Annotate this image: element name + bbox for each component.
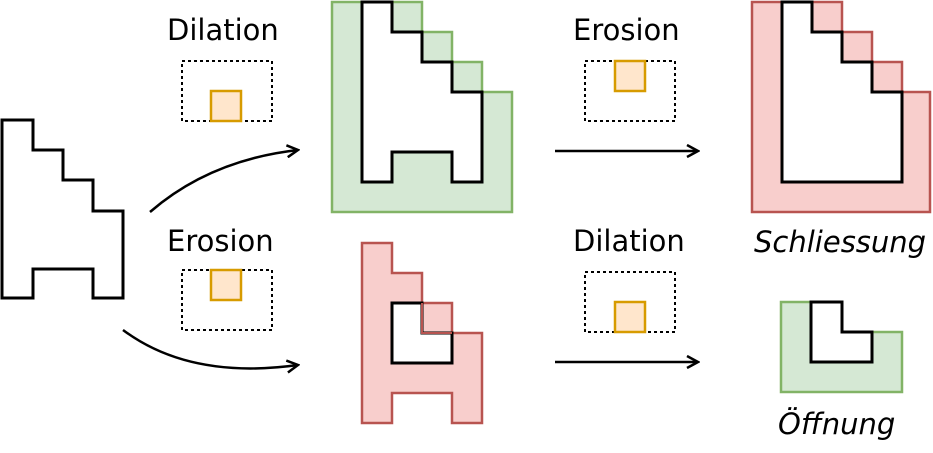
label-erosion-top: Erosion bbox=[573, 13, 680, 47]
original-shape bbox=[0, 118, 125, 300]
arrow-to-dilation bbox=[149, 150, 298, 213]
opening-inner-outline bbox=[809, 300, 874, 364]
label-erosion-bottom: Erosion bbox=[167, 224, 274, 258]
label-opening-result: Öffnung bbox=[778, 407, 895, 441]
original-outline-in-dilated bbox=[360, 0, 484, 184]
kernel-cell-erosion-bottom bbox=[209, 268, 243, 302]
arrow-to-erosion bbox=[122, 328, 298, 368]
kernel-cell-dilation-bottom bbox=[613, 300, 647, 334]
eroded-inner-step bbox=[421, 303, 452, 334]
kernel-cell-dilation-top bbox=[209, 89, 243, 123]
label-dilation-bottom: Dilation bbox=[573, 224, 685, 258]
closing-inner-outline bbox=[780, 0, 904, 184]
kernel-cell-erosion-top bbox=[613, 59, 647, 93]
label-closing-result: Schliessung bbox=[754, 225, 926, 259]
label-dilation-top: Dilation bbox=[167, 13, 279, 47]
